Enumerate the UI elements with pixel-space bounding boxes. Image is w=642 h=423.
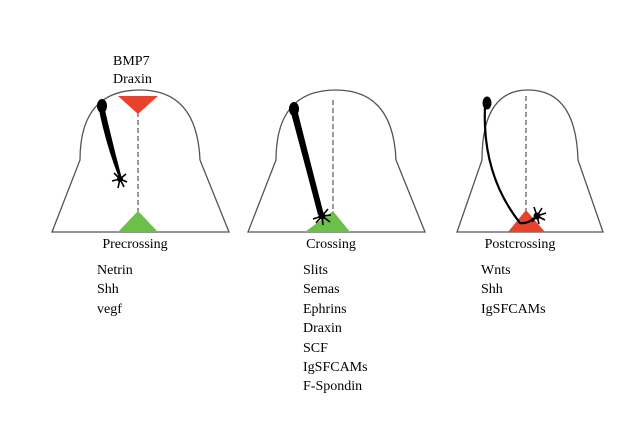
floor-plate-triangle: [305, 211, 350, 232]
factor-item: vegf: [97, 301, 122, 317]
cell-body: [482, 96, 492, 110]
factor-item: Slits: [303, 263, 328, 278]
neural-tube-outline: [51, 89, 230, 233]
factor-item: F-Spondin: [303, 379, 363, 395]
floor-plate-triangle: [118, 211, 158, 232]
growth-cone: [111, 172, 128, 189]
factor-item: Shh: [481, 282, 503, 298]
stage-label-precrossing: Precrossing: [102, 237, 168, 252]
commissural-axon: [482, 96, 547, 225]
factor-item: IgSFCAMs: [481, 301, 546, 317]
panel-postcrossing: [456, 89, 604, 233]
factor-item: Draxin: [303, 321, 342, 337]
factor-item: Ephrins: [303, 301, 347, 317]
factor-item: Wnts: [481, 263, 511, 278]
roof-plate-triangle: [118, 96, 158, 114]
factor-item: SCF: [303, 340, 328, 356]
factor-list-postcrossing: Wnts Shh IgSFCAMs: [481, 261, 546, 319]
factor-list-precrossing: Netrin Shh vegf: [97, 261, 133, 319]
factor-item: IgSFCAMs: [303, 360, 368, 376]
neural-tube-outline: [456, 89, 604, 233]
growth-cone: [531, 206, 547, 225]
factor-item: Semas: [303, 282, 340, 298]
cell-body: [97, 99, 107, 113]
factor-item: Shh: [97, 282, 119, 298]
growth-cone: [312, 207, 332, 226]
floor-plate-triangle: [508, 210, 545, 232]
roof-plate-factor-label: Draxin: [113, 72, 152, 87]
stage-label-postcrossing: Postcrossing: [484, 237, 556, 252]
roof-plate-factor-label: BMP7: [113, 54, 150, 69]
cell-body: [289, 102, 299, 116]
factor-list-crossing: Slits Semas Ephrins Draxin SCF IgSFCAMs …: [303, 261, 368, 397]
panel-precrossing: [51, 89, 230, 233]
stage-label-crossing: Crossing: [306, 237, 356, 252]
commissural-axon: [289, 102, 332, 226]
factor-item: Netrin: [97, 263, 133, 278]
commissural-axon: [97, 99, 128, 189]
panel-crossing: [247, 89, 426, 233]
neural-tube-outline: [247, 89, 426, 233]
